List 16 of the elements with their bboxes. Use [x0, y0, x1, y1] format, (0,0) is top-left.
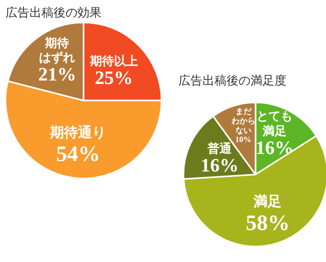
chart-title: 広告出稿後の満足度 [178, 74, 286, 88]
slice-label: とても満足 [256, 109, 293, 138]
slice-label: 期待以上 [88, 54, 138, 68]
slice-label: まだわからない [230, 106, 256, 135]
slice-label: 満足 [252, 194, 282, 210]
slice-label: 期待はずれ [39, 36, 76, 65]
data-label: 16% [200, 156, 239, 177]
data-label: 10% [235, 134, 252, 144]
data-label: 21% [38, 64, 76, 86]
slice-label: 期待通り [49, 124, 106, 142]
slice-label: 普通 [206, 142, 233, 156]
data-label: 54% [56, 141, 100, 166]
data-label: 58% [246, 210, 290, 236]
data-label: 16% [256, 138, 294, 159]
data-label: 25% [94, 68, 133, 90]
chart-title: 広告出稿後の効果 [6, 6, 102, 20]
